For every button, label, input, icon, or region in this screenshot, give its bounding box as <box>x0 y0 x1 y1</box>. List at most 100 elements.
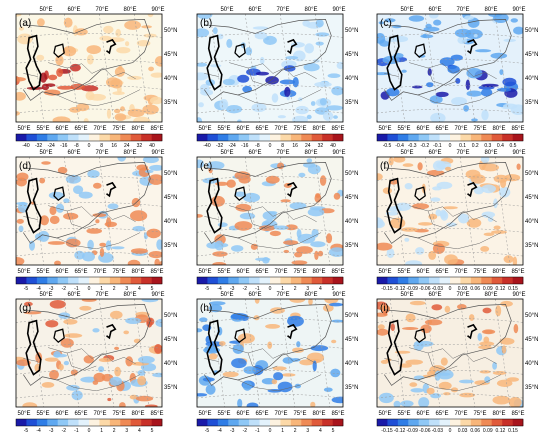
internal-border <box>417 232 502 250</box>
bottom-lon-tick: 65°E <box>255 126 268 132</box>
colorbar-tick: 3 <box>125 428 128 432</box>
anomaly-cell <box>444 305 451 313</box>
anomaly-cell <box>16 257 25 265</box>
anomaly-cell <box>404 183 413 190</box>
anomaly-cell <box>212 262 227 265</box>
lake-balkhash-outline <box>287 181 298 198</box>
anomaly-cell <box>466 218 482 228</box>
map-frame <box>376 13 524 123</box>
anomaly-cell <box>277 115 286 119</box>
anomaly-cell <box>93 372 106 383</box>
colorbar-tick: 16 <box>111 143 117 149</box>
bottom-lon-tick: 55°E <box>36 126 49 132</box>
colorbar-swatch <box>238 277 250 284</box>
anomaly-cell <box>265 76 279 85</box>
anomaly-cell <box>63 319 78 325</box>
colorbar-tick: -0.03 <box>432 286 444 292</box>
anomaly-cell <box>306 158 313 163</box>
colorbar-tick: 0.15 <box>508 428 518 432</box>
anomaly-cell <box>281 373 296 377</box>
anomaly-cell <box>481 88 493 97</box>
anomaly-cell <box>293 50 306 62</box>
map-panel-i: (i) 50°E 60°E 70°E 80°E 90°E 50°N 45°N 40°N 35°N 5… <box>376 292 538 432</box>
parallel-line <box>197 202 343 207</box>
colorbar-swatch <box>130 134 142 141</box>
anomaly-cell <box>496 379 513 387</box>
anomaly-cell <box>36 54 45 61</box>
top-lon-tick: 90°E <box>151 150 164 156</box>
internal-border <box>237 232 322 250</box>
top-lon-tick: 80°E <box>484 150 497 156</box>
bottom-lon-tick: 50°E <box>17 126 30 132</box>
anomaly-cell <box>417 162 423 171</box>
internal-border <box>56 232 141 250</box>
colorbar-swatch <box>332 134 344 141</box>
lat-tick: 45°N <box>525 52 538 58</box>
bottom-lon-tick: 85°E <box>511 411 524 417</box>
top-lon-tick: 60°E <box>248 150 261 156</box>
anomaly-cell <box>328 247 343 257</box>
anomaly-cell <box>137 370 146 376</box>
panel-label: (e) <box>200 161 212 172</box>
panel-label: (h) <box>200 303 212 314</box>
anomaly-cell <box>491 230 507 234</box>
top-lon-tick: 60°E <box>248 7 261 13</box>
top-lon-tick: 60°E <box>428 292 441 298</box>
colorbar-tick: -8 <box>74 143 79 149</box>
colorbar-swatch <box>238 419 250 426</box>
anomaly-cell <box>103 25 114 34</box>
internal-border <box>66 67 97 86</box>
anomaly-cell <box>279 79 296 85</box>
anomaly-cell <box>475 49 492 53</box>
colorbar-tick: -1 <box>255 428 260 432</box>
colorbar-tick: -5 <box>205 428 210 432</box>
internal-border <box>427 352 458 371</box>
anomaly-cell <box>111 246 125 250</box>
anomaly-cell <box>234 221 253 231</box>
anomaly-cell <box>377 220 385 229</box>
internal-border <box>247 352 278 371</box>
anomaly-cell <box>54 260 61 265</box>
parallel-line <box>16 108 162 114</box>
anomaly-cell <box>147 14 154 18</box>
anomaly-cell <box>480 246 490 252</box>
colorbar-tick: 3 <box>306 428 309 432</box>
colorbar-swatch <box>450 419 461 426</box>
anomaly-cell <box>307 164 321 175</box>
colorbar-tick: 0.09 <box>483 428 493 432</box>
parallel-line <box>16 318 162 323</box>
boundaries <box>384 162 512 250</box>
meridian-line <box>98 14 115 122</box>
top-lon-tick: 90°E <box>151 292 164 298</box>
map-panel-f: (f) 50°E 60°E 70°E 80°E 90°E 50°N 45°N 40°N 35°N 5… <box>376 150 538 292</box>
colorbar-tick: -1 <box>255 286 260 292</box>
aral-sea-outline <box>234 328 246 344</box>
top-lon-tick: 50°E <box>39 292 52 298</box>
colorbar-swatch <box>311 419 323 426</box>
anomaly-cell <box>137 375 147 386</box>
colorbar-tick: 0 <box>269 143 272 149</box>
parallel-line <box>16 202 162 207</box>
lat-tick: 40°N <box>164 219 177 225</box>
anomaly-cell <box>377 324 385 330</box>
anomaly-cell <box>513 323 519 334</box>
parallel-line <box>377 176 523 181</box>
lat-tick: 45°N <box>345 195 358 201</box>
anomaly-cell <box>44 89 61 96</box>
anomaly-cell <box>412 203 430 210</box>
anomaly-cell <box>92 328 100 333</box>
anomaly-cell <box>501 345 507 354</box>
country-border <box>384 162 512 244</box>
bottom-lon-tick: 50°E <box>378 269 391 275</box>
colorbar-swatch <box>249 277 260 284</box>
colorbar-swatch <box>377 134 388 141</box>
bottom-lon-tick: 70°E <box>274 269 287 275</box>
anomaly-cell <box>114 366 121 377</box>
anomaly-cell <box>512 256 518 265</box>
anomaly-cell <box>296 341 301 348</box>
bottom-lon-tick: 80°E <box>492 411 505 417</box>
colorbar-tick: 0.3 <box>484 143 491 149</box>
colorbar-tick: 0 <box>88 143 91 149</box>
internal-border <box>229 347 285 359</box>
parallel-line <box>377 393 523 399</box>
